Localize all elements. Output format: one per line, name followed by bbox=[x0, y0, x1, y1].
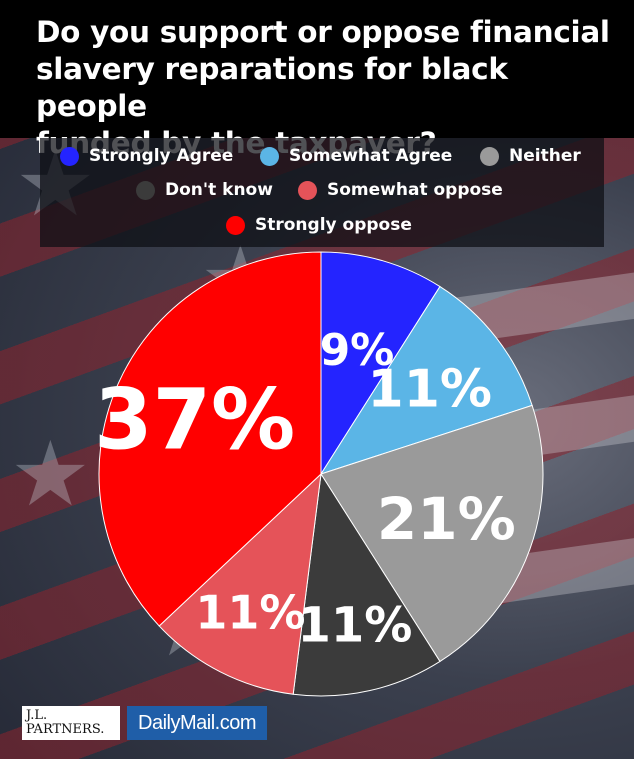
legend-item-somewhat-agree: Somewhat Agree bbox=[260, 146, 452, 166]
legend-item-somewhat-oppose: Somewhat oppose bbox=[298, 180, 503, 200]
pie-label-neither: 21% bbox=[377, 485, 516, 553]
legend-swatch-strongly-oppose bbox=[226, 215, 245, 235]
pie-label-strongly-oppose: 37% bbox=[94, 370, 295, 468]
legend-swatch-strongly-agree bbox=[60, 146, 79, 166]
legend-label: Somewhat oppose bbox=[327, 180, 503, 200]
jl-partners-logo: J.L. PARTNERS. bbox=[22, 706, 120, 740]
legend-swatch-somewhat-agree bbox=[260, 146, 279, 166]
pie-label-somewhat-agree: 11% bbox=[368, 360, 492, 420]
legend-label: Somewhat Agree bbox=[289, 146, 453, 166]
legend-item-strongly-oppose: Strongly oppose bbox=[226, 215, 412, 235]
legend-item-neither: Neither bbox=[480, 146, 581, 166]
pie-slice-strongly-oppose bbox=[98, 251, 322, 627]
chart-legend: Strongly Agree Somewhat Agree Neither Do… bbox=[40, 138, 604, 247]
pie-label-strongly-agree: 9% bbox=[320, 325, 395, 376]
legend-swatch-somewhat-oppose bbox=[298, 180, 317, 200]
legend-swatch-dont-know bbox=[136, 180, 155, 200]
title-line-2: slavery reparations for black people bbox=[36, 52, 508, 123]
pie-label-somewhat-oppose: 11% bbox=[195, 585, 305, 639]
legend-label: Don't know bbox=[165, 180, 273, 200]
legend-swatch-neither bbox=[480, 146, 499, 166]
pie-slice-somewhat-oppose bbox=[158, 472, 322, 695]
legend-label: Strongly oppose bbox=[255, 215, 412, 235]
pie-slice-neither bbox=[320, 404, 544, 663]
pie-slice-somewhat-agree bbox=[319, 285, 533, 475]
legend-item-dont-know: Don't know bbox=[136, 180, 273, 200]
legend-label: Strongly Agree bbox=[89, 146, 234, 166]
pie-label-don-t-know: 11% bbox=[297, 598, 412, 654]
pie-slice-strongly-agree bbox=[320, 251, 441, 476]
legend-label: Neither bbox=[509, 146, 581, 166]
title-line-1: Do you support or oppose financial bbox=[36, 15, 610, 49]
legend-item-strongly-agree: Strongly Agree bbox=[60, 146, 233, 166]
pie-slice-don-t-know bbox=[292, 472, 441, 697]
dailymail-logo: DailyMail.com bbox=[127, 706, 267, 740]
